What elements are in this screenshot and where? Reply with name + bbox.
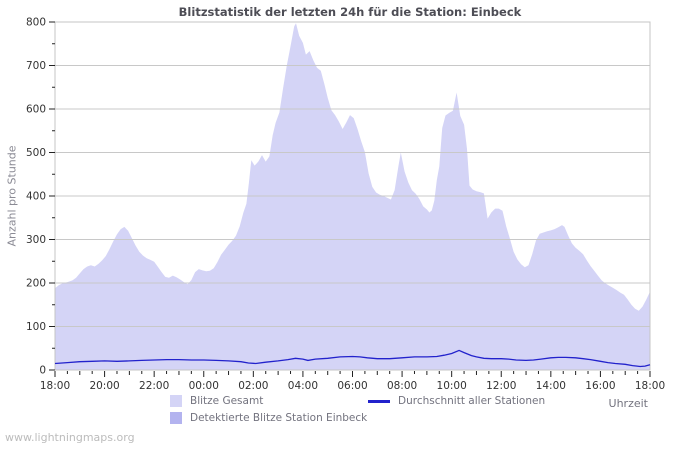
x-tick-label: 18:00 (635, 380, 665, 392)
y-tick-label: 800 (26, 17, 46, 29)
legend-item-total: Blitze Gesamt (170, 395, 263, 407)
watermark-link: www.lightningmaps.org (5, 431, 135, 444)
x-tick-label: 10:00 (437, 380, 467, 392)
x-tick-label: 18:00 (40, 380, 70, 392)
series-area-0 (55, 23, 650, 371)
x-tick-label: 22:00 (139, 380, 169, 392)
y-tick-label: 300 (26, 234, 46, 246)
y-tick-label: 100 (26, 321, 46, 333)
legend-label-average: Durchschnitt aller Stationen (398, 395, 546, 407)
x-tick-label: 14:00 (536, 380, 566, 392)
x-tick-label: 12:00 (486, 380, 516, 392)
y-tick-label: 600 (26, 104, 46, 116)
legend-item-average: Durchschnitt aller Stationen (368, 395, 545, 407)
legend-swatch-detected-icon (170, 412, 182, 424)
legend-label-detected: Detektierte Blitze Station Einbeck (190, 412, 368, 424)
x-tick-label: 02:00 (238, 380, 268, 392)
x-tick-label: 00:00 (189, 380, 219, 392)
legend-swatch-total-icon (170, 395, 182, 407)
legend-label-total: Blitze Gesamt (190, 395, 264, 407)
x-tick-label: 16:00 (585, 380, 615, 392)
x-tick-label: 08:00 (387, 380, 417, 392)
chart-title: Blitzstatistik der letzten 24h für die S… (178, 5, 522, 19)
legend-item-detected: Detektierte Blitze Station Einbeck (170, 412, 367, 424)
x-tick-label: 06:00 (337, 380, 367, 392)
x-tick-label: 04:00 (288, 380, 318, 392)
x-axis-title: Uhrzeit (608, 397, 648, 410)
x-tick-label: 20:00 (89, 380, 119, 392)
legend-swatch-average-line-icon (368, 399, 390, 403)
y-tick-label: 500 (26, 147, 46, 159)
y-tick-label: 400 (26, 191, 46, 203)
y-tick-label: 0 (39, 365, 46, 377)
series-line-0 (54, 349, 651, 368)
y-tick-label: 200 (26, 278, 46, 290)
y-tick-label: 700 (26, 60, 46, 72)
